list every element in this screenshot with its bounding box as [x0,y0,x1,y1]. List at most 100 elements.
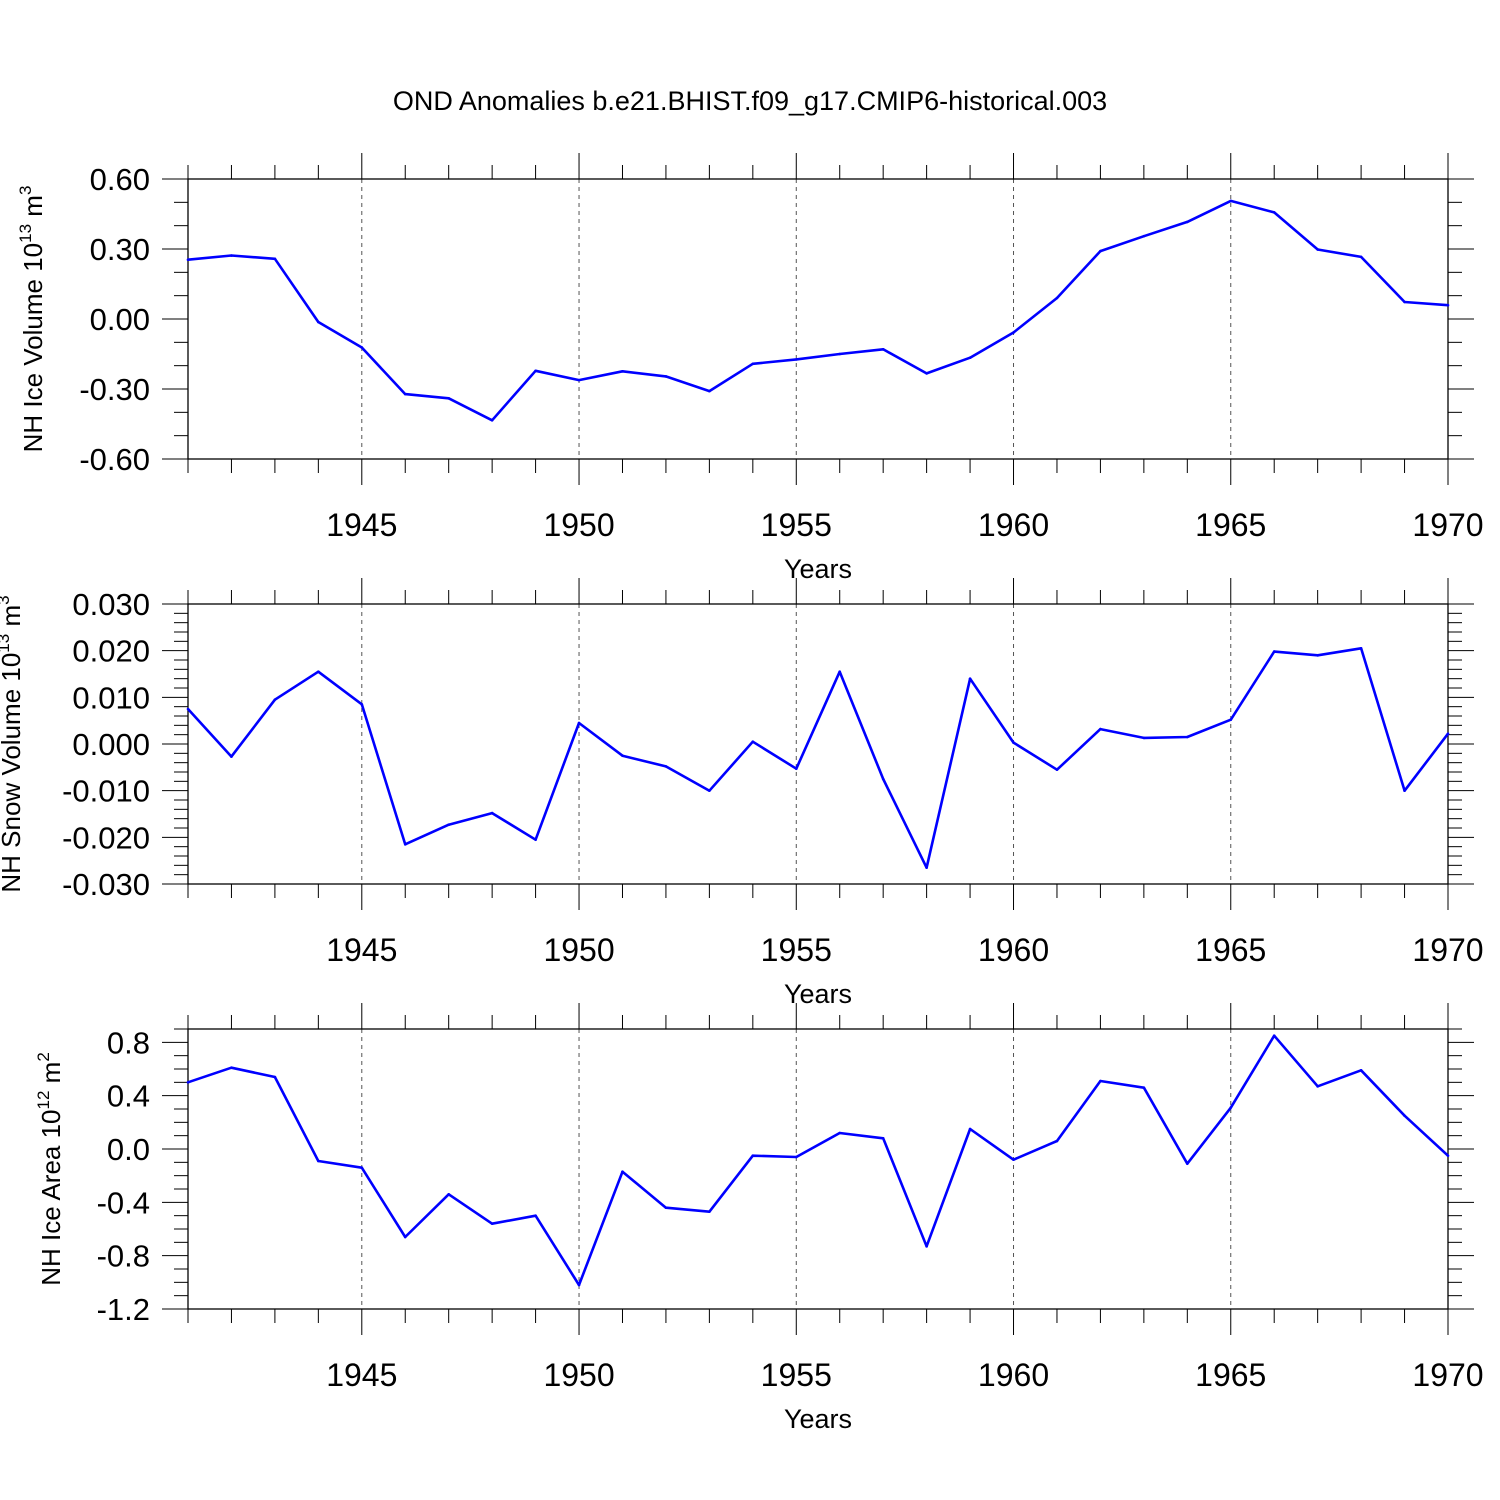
snow-volume-y-tick-label: 0.000 [72,727,150,762]
ice-volume-data-point [1186,220,1189,224]
snow-volume-y-tick-label: 0.030 [72,587,150,622]
ice-area-x-tick-label: 1965 [1195,1357,1266,1393]
snow-volume-data-point [968,677,972,680]
ice-volume-data-point [1055,296,1059,300]
ice-area-x-tick-label: 1945 [326,1357,397,1393]
snow-volume-y-tick-label: 0.020 [72,634,150,669]
ice-area-data-point [534,1214,537,1217]
snow-volume-data-point [621,754,624,757]
snow-volume-data-point [1272,650,1276,653]
ice-volume-data-point [1272,211,1276,214]
snow-volume-series-line [187,646,1450,870]
ice-area-data-point [317,1159,320,1163]
ice-area-data-point [273,1075,277,1079]
snow-volume-data-point [1316,654,1319,657]
snow-volume-y-tick-label: -0.020 [62,820,150,855]
ice-area-data-point [186,1081,190,1084]
ice-volume-x-tick-label: 1950 [543,507,614,543]
ice-volume-y-tick-label: 0.00 [90,302,150,337]
snow-volume-data-point [1186,735,1189,739]
ice-volume-data-point [1316,248,1319,251]
snow-volume-data-point [838,670,842,673]
snow-volume-data-point [403,843,407,846]
ice-area-data-point [794,1155,798,1159]
ice-area-chart: -1.2 -0.8 -0.4 0.0 0.4 0.8 1945 1950 1955 1960 196… [34,1003,1484,1434]
ice-area-data-point [360,1166,364,1169]
snow-volume-data-point [490,811,494,815]
ice-area-data-point [1403,1114,1406,1117]
ice-area-x-tick-label: 1950 [543,1357,614,1393]
snow-volume-data-point [708,789,711,792]
ice-volume-y-tick-label: -0.60 [79,442,150,477]
snow-volume-data-point [1229,718,1233,722]
ice-volume-chart: -0.60 -0.30 0.00 0.30 0.60 1945 1950 1955 1960 19… [16,153,1484,584]
ice-volume-data-point [1359,255,1363,259]
chart-title: OND Anomalies b.e21.BHIST.f09_g17.CMIP6-… [392,86,1108,116]
snow-volume-data-point [1142,736,1146,740]
ice-volume-data-point [1403,300,1406,304]
snow-volume-data-point [230,755,233,758]
ice-volume-data-point [664,375,668,378]
ice-volume-y-tick-label: 0.30 [90,232,150,267]
snow-volume-x-tick-label: 1950 [543,932,614,968]
ice-area-y-tick-label: 0.0 [107,1132,150,1167]
snow-volume-data-point [925,866,928,869]
ice-volume-data-point [1012,331,1015,334]
ice-volume-data-point [621,369,624,373]
snow-volume-y-tick-label: 0.010 [72,680,150,715]
snow-volume-data-point [186,707,190,711]
ice-area-x-axis-label: Years [784,1404,852,1434]
ice-area-data-point [621,1170,624,1173]
ice-volume-data-point [1229,199,1233,203]
ice-area-series-line [187,1034,1449,1287]
snow-volume-data-point [1359,647,1363,650]
ice-area-y-tick-label: -1.2 [97,1292,150,1327]
snow-volume-data-point [794,767,798,771]
snow-volume-data-point [317,670,320,673]
ice-volume-data-point [968,356,972,360]
ice-area-data-point [1359,1069,1363,1072]
ice-area-data-point [1099,1079,1102,1083]
ice-area-x-tick-label: 1955 [761,1357,832,1393]
ice-volume-data-point [881,348,885,351]
ice-area-y-tick-label: 0.4 [107,1079,150,1114]
ice-area-plot-frame [187,1028,1449,1310]
ice-volume-x-tick-label: 1965 [1195,507,1266,543]
ice-area-data-point [751,1154,755,1157]
ice-area-data-point [1272,1034,1276,1037]
snow-volume-data-point [273,698,277,701]
ice-area-y-tick-label: -0.8 [97,1239,150,1274]
snow-volume-x-tick-label: 1960 [978,932,1049,968]
ice-volume-data-point [708,389,711,393]
ice-area-data-point [1012,1158,1015,1161]
ice-area-data-point [490,1222,494,1225]
ice-area-data-point [664,1206,668,1209]
ice-volume-x-tick-label: 1970 [1412,507,1483,543]
ice-area-y-tick-label: 0.8 [107,1025,150,1060]
snow-volume-data-point [534,838,537,841]
ice-volume-data-point [186,258,190,262]
ice-area-data-point [1142,1086,1146,1089]
snow-volume-data-point [447,823,450,827]
ice-volume-data-point [577,378,581,382]
ice-area-data-point [925,1245,928,1248]
ice-volume-data-point [1099,249,1102,253]
ice-area-x-tick-label: 1960 [978,1357,1049,1393]
ice-area-data-point [1055,1139,1059,1143]
ice-volume-data-point [838,352,842,356]
snow-volume-x-tick-label: 1970 [1412,932,1483,968]
ice-area-y-tick-label: -0.4 [97,1185,150,1220]
ice-area-x-tick-label: 1970 [1412,1357,1483,1393]
ice-volume-data-point [273,257,277,261]
snow-volume-data-point [1055,768,1059,771]
ice-volume-data-point [1446,303,1450,307]
ice-area-data-point [230,1066,233,1069]
ice-volume-data-point [794,358,798,361]
snow-volume-data-point [360,703,364,706]
ice-volume-y-tick-label: 0.60 [90,162,150,197]
ice-volume-x-axis-label: Years [784,554,852,584]
snow-volume-data-point [577,721,581,725]
ice-area-data-point [577,1283,581,1287]
